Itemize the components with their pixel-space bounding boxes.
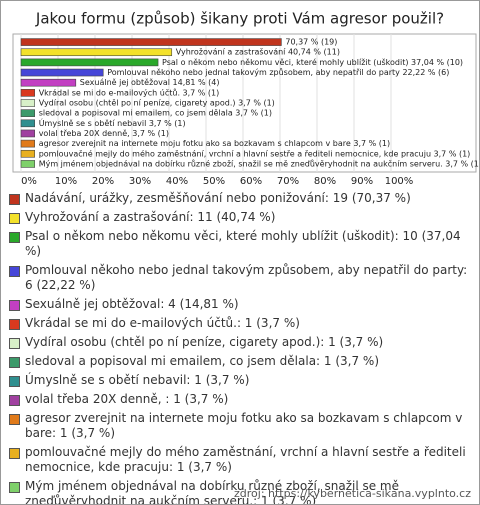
legend-item: Nadávání, urážky, zesměšňování nebo poni… <box>9 191 471 206</box>
bar <box>20 89 35 97</box>
bar <box>20 129 35 138</box>
legend-label: sledoval a popisoval mi emailem, co jsem… <box>25 354 380 368</box>
legend-label: Vydíral osobu (chtěl po ní peníze, cigar… <box>25 335 384 349</box>
x-tick-label: 90% <box>351 176 373 187</box>
bar <box>20 139 35 148</box>
x-tick-label: 30% <box>129 176 151 187</box>
legend-swatch <box>9 300 20 311</box>
x-tick-label: 50% <box>203 176 225 187</box>
legend-label: Úmyslně se s obětí nebavil: 1 (3,7 %) <box>25 373 250 387</box>
legend-item: Psal o někom nebo někomu věci, které moh… <box>9 229 471 259</box>
bar <box>20 48 173 57</box>
bar <box>20 119 35 128</box>
legend-item: Sexuálně jej obtěžoval: 4 (14,81 %) <box>9 297 471 312</box>
bar-label: sledoval a popisoval mi emailem, co jsem… <box>39 109 272 118</box>
bar <box>20 78 77 87</box>
bar-label: agresor zverejnit na internete moju fotk… <box>39 139 390 148</box>
legend-item: Pomlouval někoho nebo jednal takovým způ… <box>9 263 471 293</box>
plot-frame <box>12 33 477 173</box>
legend: Nadávání, urážky, zesměšňování nebo poni… <box>9 191 471 505</box>
bar-label: 70,37 % (19) <box>285 38 337 47</box>
legend-swatch <box>9 194 20 205</box>
chart-title: Jakou formu (způsob) šikany proti Vám ag… <box>35 10 444 28</box>
legend-item: sledoval a popisoval mi emailem, co jsem… <box>9 354 471 369</box>
x-tick-label: 40% <box>166 176 188 187</box>
legend-swatch <box>9 357 20 368</box>
bar-label: Vydíral osobu (chtěl po ní peníze, cigar… <box>39 99 275 108</box>
x-tick-label: 20% <box>92 176 114 187</box>
bar-label: Úmyslně se s obětí nebavil 3,7 % (1) <box>39 117 186 128</box>
legend-swatch <box>9 213 20 224</box>
bar <box>20 68 104 77</box>
bar <box>20 109 35 117</box>
legend-label: Sexuálně jej obtěžoval: 4 (14,81 %) <box>25 297 239 311</box>
legend-label: Pomlouval někoho nebo jednal takovým způ… <box>25 263 468 292</box>
bar-label: Sexuálně jej obtěžoval 14,81 % (4) <box>80 78 220 87</box>
x-tick-label: 80% <box>314 176 336 187</box>
legend-swatch <box>9 376 20 387</box>
legend-label: Mým jménem objednával na dobírku různé z… <box>25 479 400 505</box>
legend-swatch <box>9 448 20 459</box>
legend-label: Vkrádal se mi do e-mailových účtů.: 1 (3… <box>25 316 300 330</box>
x-tick-label: 70% <box>277 176 299 187</box>
bar-label: pomlouvačné mejly do mého zaměstnání, vr… <box>39 148 471 158</box>
bar <box>20 58 159 67</box>
legend-label: Vyhrožování a zastrašování: 11 (40,74 %) <box>25 210 276 224</box>
bar-label: Mým jménem objednával na dobírku různé z… <box>39 158 479 168</box>
x-tick-label: 10% <box>55 176 77 187</box>
legend-swatch <box>9 232 20 243</box>
bar-label: Psal o někom nebo někomu věci, které moh… <box>162 57 463 67</box>
bar-label: Vyhrožování a zastrašování 40,74 % (11) <box>176 47 340 57</box>
x-tick-label: 60% <box>240 176 262 187</box>
legend-item: Mým jménem objednával na dobírku různé z… <box>9 479 471 505</box>
legend-item: pomlouvačné mejly do mého zaměstnání, vr… <box>9 445 471 475</box>
source: zdroj: https://kybernetica-sikana.vyplnt… <box>234 487 471 500</box>
legend-label: agresor zverejnit na internete moju fotk… <box>25 411 463 440</box>
legend-label: pomlouvačné mejly do mého zaměstnání, vr… <box>25 445 466 474</box>
legend-item: volal třeba 20X denně, : 1 (3,7 %) <box>9 392 471 407</box>
bar <box>20 38 282 46</box>
legend-label: volal třeba 20X denně, : 1 (3,7 %) <box>25 392 229 406</box>
legend-swatch <box>9 414 20 425</box>
legend-swatch <box>9 482 20 493</box>
legend-item: Úmyslně se s obětí nebavil: 1 (3,7 %) <box>9 373 471 388</box>
x-tick-label: 100% <box>385 176 414 187</box>
legend-item: agresor zverejnit na internete moju fotk… <box>9 411 471 441</box>
legend-label: Psal o někom nebo někomu věci, které moh… <box>25 229 461 258</box>
chart: Jakou formu (způsob) šikany proti Vám ag… <box>12 10 479 187</box>
legend-swatch <box>9 395 20 406</box>
x-tick-label: 0% <box>21 176 37 187</box>
bar-label: volal třeba 20X denně, 3,7 % (1) <box>39 129 169 138</box>
bar-label: Pomlouval někoho nebo jednal takovým způ… <box>107 67 449 77</box>
legend-item: Vydíral osobu (chtěl po ní peníze, cigar… <box>9 335 471 350</box>
legend-swatch <box>9 266 20 277</box>
legend-swatch <box>9 338 20 349</box>
legend-label: Nadávání, urážky, zesměšňování nebo poni… <box>25 191 411 205</box>
bar-label: Vkrádal se mi do e-mailových účtů. 3,7 %… <box>39 87 220 97</box>
bar <box>20 99 35 107</box>
legend-item: Vyhrožování a zastrašování: 11 (40,74 %) <box>9 210 471 225</box>
legend-swatch <box>9 319 20 330</box>
bar <box>20 160 35 168</box>
bar <box>20 149 35 158</box>
legend-item: Vkrádal se mi do e-mailových účtů.: 1 (3… <box>9 316 471 331</box>
